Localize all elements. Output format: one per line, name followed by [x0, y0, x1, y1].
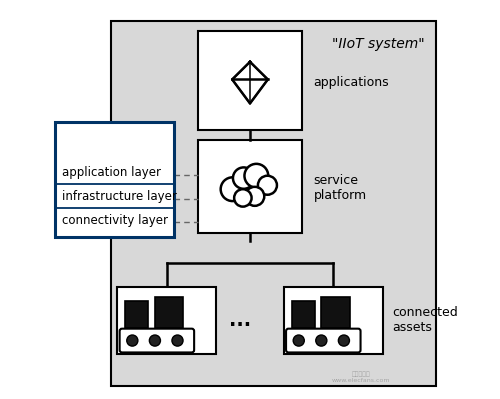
Bar	[322, 297, 350, 328]
Bar	[55, 122, 174, 237]
Circle shape	[244, 164, 268, 188]
Bar	[292, 300, 314, 328]
Circle shape	[127, 335, 138, 346]
Text: infrastructure layer: infrastructure layer	[62, 190, 176, 203]
Text: connected
assets: connected assets	[392, 306, 458, 334]
Circle shape	[293, 335, 304, 346]
Bar	[198, 31, 302, 130]
Text: ...: ...	[229, 311, 251, 330]
FancyBboxPatch shape	[286, 329, 360, 352]
Bar	[155, 297, 184, 328]
Bar	[198, 140, 302, 233]
Text: 电子发烧友
www.elecfans.com: 电子发烧友 www.elecfans.com	[332, 371, 390, 383]
Circle shape	[233, 168, 254, 189]
Circle shape	[245, 187, 264, 206]
Text: applications: applications	[314, 76, 389, 89]
Bar	[118, 287, 216, 354]
Text: connectivity layer: connectivity layer	[62, 214, 168, 227]
Text: "IIoT system": "IIoT system"	[332, 37, 424, 51]
Circle shape	[234, 189, 252, 207]
Bar	[284, 287, 382, 354]
Bar	[125, 300, 148, 328]
Text: service
platform: service platform	[314, 174, 366, 202]
Bar	[112, 21, 436, 386]
Text: application layer: application layer	[62, 166, 161, 179]
Circle shape	[316, 335, 327, 346]
Circle shape	[258, 176, 277, 195]
Circle shape	[172, 335, 183, 346]
Circle shape	[150, 335, 160, 346]
FancyBboxPatch shape	[120, 329, 194, 352]
Circle shape	[220, 177, 244, 201]
Circle shape	[338, 335, 349, 346]
